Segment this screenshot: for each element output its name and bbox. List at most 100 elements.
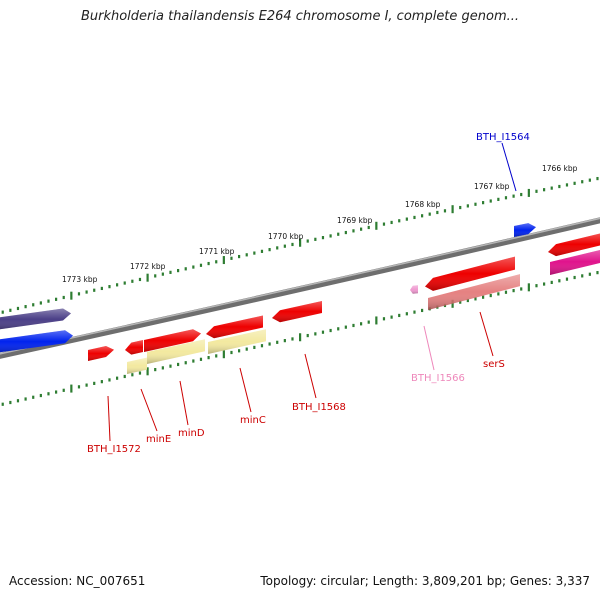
feature-minc-shade bbox=[206, 315, 263, 339]
inner-track-tick bbox=[558, 279, 561, 283]
outer-track-tick bbox=[306, 239, 309, 243]
inner-track-tick bbox=[24, 397, 27, 401]
feature-red-right bbox=[548, 233, 600, 257]
feature-sers-rna bbox=[428, 274, 520, 310]
outer-track-tick bbox=[245, 253, 248, 257]
outer-track-tick bbox=[77, 292, 81, 296]
outer-track-tick bbox=[421, 214, 424, 218]
feature-red-right-shade bbox=[548, 233, 600, 257]
outer-track-tick bbox=[131, 279, 134, 283]
outer-track-tick bbox=[314, 237, 317, 241]
outer-track-tick bbox=[588, 178, 591, 182]
feature-blue-1 bbox=[0, 330, 73, 353]
outer-track-tick bbox=[9, 308, 12, 312]
feature-track bbox=[0, 223, 600, 374]
outer-track-tick bbox=[276, 246, 279, 250]
feature-bth-i1566 bbox=[410, 285, 418, 294]
inner-track-tick bbox=[154, 367, 157, 372]
inner-track-tick bbox=[360, 322, 363, 326]
gene-label-sers[interactable]: serS bbox=[483, 359, 505, 370]
outer-track-tick bbox=[39, 301, 42, 305]
outer-track-tick bbox=[291, 242, 294, 247]
inner-track-tick bbox=[504, 290, 508, 294]
scale-label-1771: 1771 kbp bbox=[199, 247, 235, 256]
inner-track-tick bbox=[329, 328, 332, 333]
inner-track-tick bbox=[321, 330, 325, 334]
inner-track-tick bbox=[459, 300, 462, 304]
feature-navy-1 bbox=[0, 308, 71, 330]
feature-gene-mine bbox=[127, 357, 147, 374]
feature-mine bbox=[125, 340, 143, 355]
inner-track-tick bbox=[192, 359, 195, 363]
outer-track-tick bbox=[253, 251, 256, 255]
inner-track-tick bbox=[283, 339, 286, 343]
outer-track-tick bbox=[497, 197, 500, 201]
inner-track-tick bbox=[230, 350, 233, 355]
outer-track-tick bbox=[85, 290, 88, 294]
outer-track-tick bbox=[459, 205, 462, 210]
gene-label-bth-i1566[interactable]: BTH_I1566 bbox=[411, 373, 465, 384]
outer-track-tick bbox=[405, 217, 408, 221]
inner-track-tick bbox=[596, 271, 599, 275]
feature-bth-i1568 bbox=[272, 301, 322, 323]
inner-track-tick bbox=[352, 323, 355, 328]
scale-label-1773: 1773 kbp bbox=[62, 275, 98, 284]
outer-track-tick bbox=[177, 268, 180, 273]
inner-track-tick bbox=[207, 356, 210, 360]
gene-label-minc[interactable]: minC bbox=[240, 415, 266, 426]
outer-track-tick bbox=[47, 299, 50, 303]
outer-track-tick bbox=[573, 181, 576, 185]
scale-label-1770: 1770 kbp bbox=[268, 232, 304, 241]
outer-track-tick bbox=[230, 256, 233, 260]
leader-bth-i1566 bbox=[423, 325, 435, 371]
leader-mind bbox=[179, 380, 189, 426]
inner-track-tick bbox=[344, 325, 347, 329]
outer-track-tick bbox=[100, 286, 103, 291]
inner-track-tick bbox=[367, 320, 370, 324]
outer-track-tick bbox=[451, 205, 454, 214]
inner-track-tick bbox=[199, 357, 203, 361]
inner-track-tick bbox=[161, 366, 164, 370]
inner-track-tick bbox=[138, 371, 142, 375]
gene-label-bth-i1572[interactable]: BTH_I1572 bbox=[87, 444, 141, 455]
inner-track-tick bbox=[55, 390, 58, 394]
feature-bth-i1572-shade bbox=[88, 346, 114, 361]
scale-label-1766: 1766 kbp bbox=[542, 164, 578, 173]
gene-label-mind[interactable]: minD bbox=[178, 428, 205, 439]
outer-track-tick bbox=[428, 212, 431, 216]
inner-track-tick bbox=[291, 337, 294, 341]
outer-track-tick bbox=[299, 238, 302, 247]
outer-track-tick bbox=[238, 254, 241, 259]
outer-track-tick bbox=[382, 222, 386, 226]
outer-track-tick bbox=[565, 183, 569, 187]
inner-track-tick bbox=[238, 349, 241, 353]
inner-track-tick bbox=[16, 399, 20, 403]
gene-label-bth-i1564[interactable]: BTH_I1564 bbox=[476, 132, 530, 143]
outer-track-tick bbox=[24, 305, 27, 309]
inner-track-tick bbox=[32, 395, 35, 399]
gene-label-mine[interactable]: minE bbox=[146, 434, 171, 445]
leader-bth-i1572 bbox=[107, 395, 111, 442]
feature-gene-mind bbox=[147, 339, 205, 364]
feature-bth-i1564 bbox=[514, 223, 536, 237]
outer-track-tick bbox=[329, 234, 332, 238]
inner-track-tick bbox=[222, 350, 225, 359]
outer-track-tick bbox=[398, 219, 401, 223]
inner-track-tick bbox=[245, 347, 248, 351]
feature-sers-shade bbox=[425, 256, 515, 291]
inner-track-tick bbox=[382, 317, 386, 321]
gene-label-bth-i1568[interactable]: BTH_I1568 bbox=[292, 402, 346, 413]
outer-track-tick bbox=[260, 249, 264, 253]
feature-mind bbox=[144, 329, 201, 352]
feature-bth-i1572 bbox=[88, 346, 114, 361]
inner-track-tick bbox=[184, 361, 187, 365]
outer-track-tick bbox=[169, 270, 172, 274]
inner-track-tick bbox=[314, 332, 317, 336]
inner-track-tick bbox=[512, 289, 515, 293]
outer-track-tick bbox=[154, 274, 157, 278]
inner-track-tick bbox=[543, 282, 546, 286]
tick-track bbox=[1, 176, 599, 406]
inner-track-tick bbox=[482, 295, 485, 299]
chromosome-backbone-highlight bbox=[0, 217, 600, 355]
